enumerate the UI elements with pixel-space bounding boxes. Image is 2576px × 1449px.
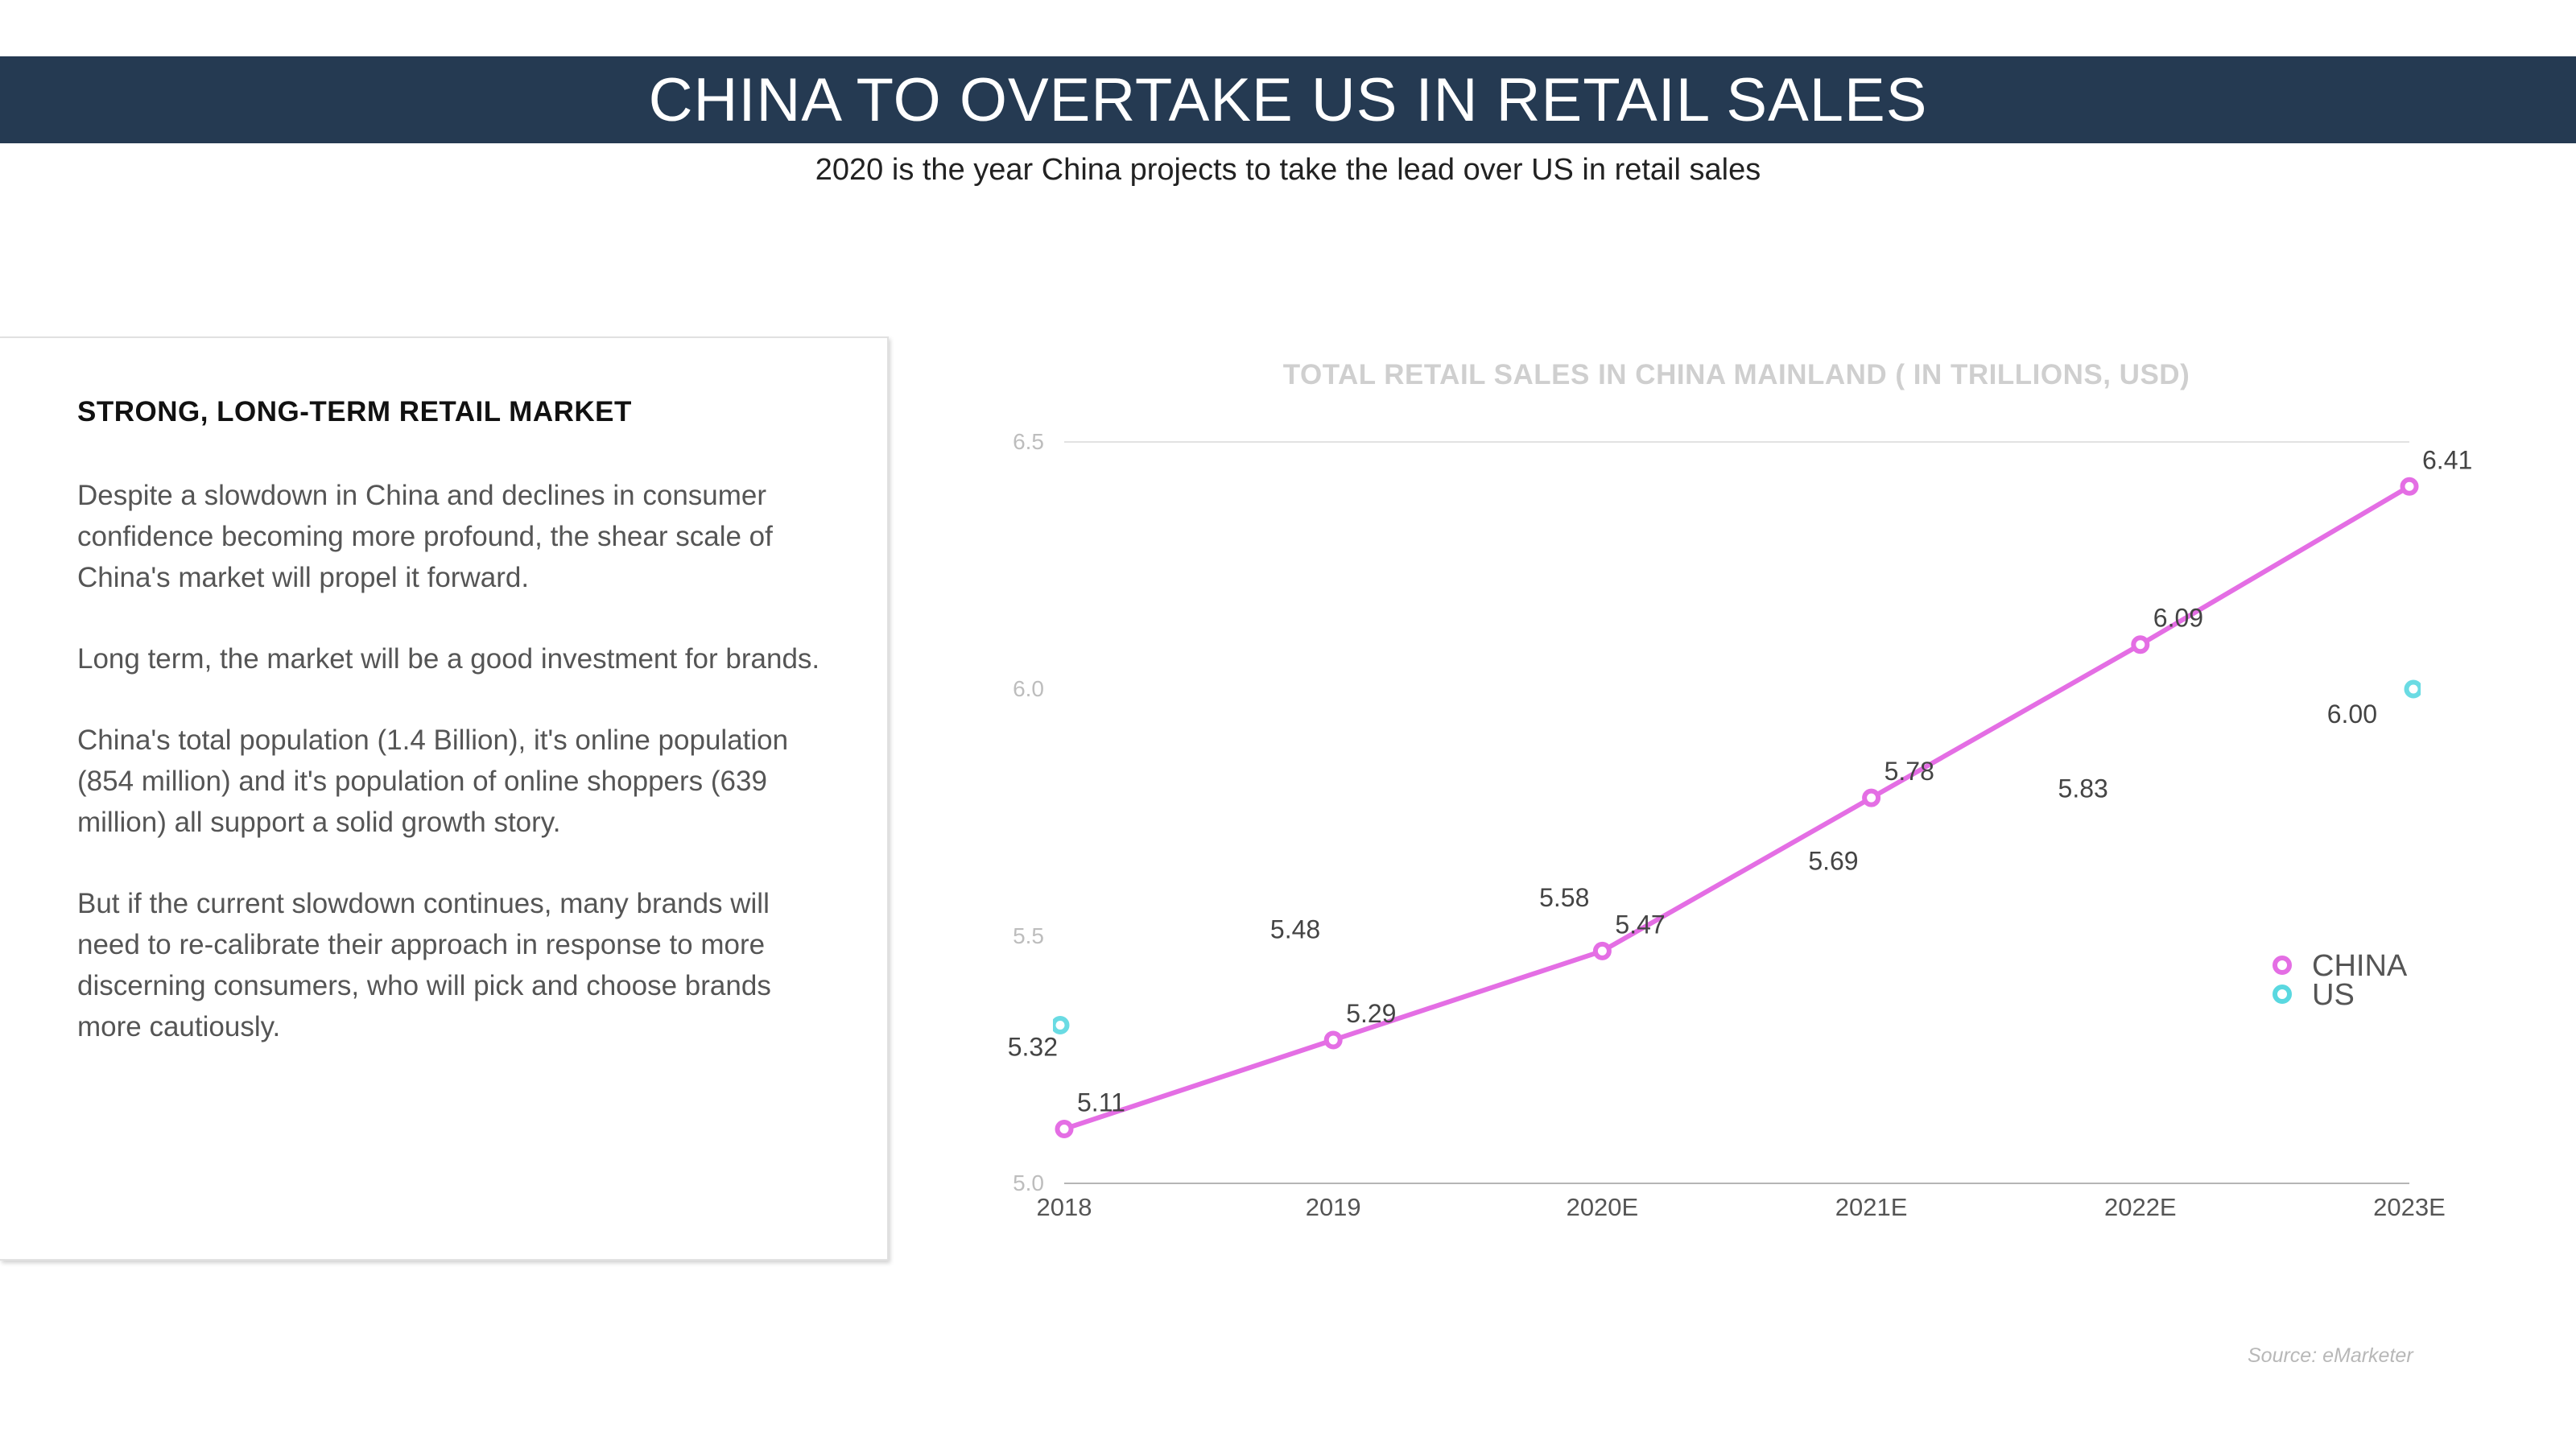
china-data-label: 6.09: [2153, 604, 2203, 633]
x-tick-label: 2019: [1306, 1193, 1361, 1221]
china-legend-label: CHINA: [2312, 949, 2408, 983]
china-data-point: [1862, 788, 1881, 807]
us-data-point: [2404, 679, 2421, 699]
card-paragraph-4: But if the current slowdown continues, m…: [77, 888, 771, 1042]
card-paragraph-3: China's total population (1.4 Billion), …: [77, 724, 789, 838]
source-note: Source: eMarketer: [2248, 1344, 2413, 1367]
page-title: CHINA TO OVERTAKE US IN RETAIL SALES: [648, 65, 1928, 134]
x-tick-label: 2023E: [2373, 1193, 2446, 1221]
x-tick-label: 2018: [1037, 1193, 1092, 1221]
china-data-label: 5.78: [1885, 757, 1934, 786]
y-tick-label: 5.5: [1013, 923, 1044, 948]
china-data-label: 5.29: [1346, 999, 1396, 1028]
chart-series: [1053, 477, 2421, 1138]
data-labels: 5.11 5.29 5.47 5.78 6.09 6.41 5.32 5.48 5.58 5.69…: [1008, 445, 2473, 1117]
card-body: Despite a slowdown in China and declines…: [77, 475, 834, 1088]
us-data-label: 5.83: [2058, 774, 2108, 803]
page-subtitle: 2020 is the year China projects to take …: [815, 153, 1761, 187]
china-series-line: [1063, 484, 2411, 1132]
china-data-point: [1055, 1119, 1074, 1138]
y-axis-ticks: 5.0 5.5 6.0 6.5: [1013, 429, 1044, 1195]
us-legend-marker: [2273, 985, 2292, 1004]
china-data-point: [2131, 635, 2150, 654]
title-banner: CHINA TO OVERTAKE US IN RETAIL SALES: [0, 56, 2576, 143]
china-data-point: [1323, 1030, 1343, 1050]
x-tick-label: 2021E: [1835, 1193, 1908, 1221]
card-paragraph-2: Long term, the market will be a good inv…: [77, 643, 820, 675]
china-data-label: 5.11: [1077, 1088, 1125, 1117]
china-data-label: 6.41: [2422, 445, 2472, 474]
china-legend-marker: [2273, 956, 2292, 975]
us-data-label: 6.00: [2327, 700, 2377, 729]
retail-sales-line-chart: TOTAL RETAIL SALES IN CHINA MAINLAND ( I…: [1008, 359, 2473, 1221]
us-data-label: 5.58: [1539, 883, 1589, 912]
us-legend-label: US: [2312, 978, 2355, 1012]
x-axis-ticks: 2018 2019 2020E 2021E 2022E 2023E: [1037, 1193, 2446, 1221]
y-tick-label: 6.0: [1013, 676, 1044, 701]
us-data-label: 5.32: [1008, 1033, 1058, 1062]
us-data-label: 5.69: [1808, 846, 1858, 875]
china-data-label: 5.47: [1615, 910, 1665, 939]
y-tick-label: 6.5: [1013, 429, 1044, 454]
x-tick-label: 2022E: [2104, 1193, 2177, 1221]
us-data-point: [1053, 1016, 1070, 1035]
china-data-point: [1592, 941, 1612, 960]
info-card: STRONG, LONG-TERM RETAIL MARKET Despite …: [0, 336, 889, 1261]
y-tick-label: 5.0: [1013, 1170, 1044, 1195]
us-data-label: 5.48: [1270, 914, 1320, 943]
chart-title: TOTAL RETAIL SALES IN CHINA MAINLAND ( I…: [1283, 359, 2190, 390]
us-series-group: [1053, 679, 2421, 1035]
card-paragraph-1: Despite a slowdown in China and declines…: [77, 480, 773, 593]
china-data-point: [2400, 477, 2419, 496]
x-tick-label: 2020E: [1567, 1193, 1639, 1221]
card-heading: STRONG, LONG-TERM RETAIL MARKET: [77, 396, 632, 427]
